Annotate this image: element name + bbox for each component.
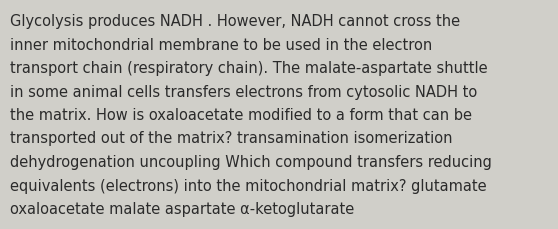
Text: dehydrogenation uncoupling Which compound transfers reducing: dehydrogenation uncoupling Which compoun… <box>10 154 492 169</box>
Text: transported out of the matrix? transamination isomerization: transported out of the matrix? transamin… <box>10 131 453 146</box>
Text: oxaloacetate malate aspartate α‑ketoglutarate: oxaloacetate malate aspartate α‑ketoglut… <box>10 201 354 216</box>
Text: Glycolysis produces NADH . However, NADH cannot cross the: Glycolysis produces NADH . However, NADH… <box>10 14 460 29</box>
Text: in some animal cells transfers electrons from cytosolic NADH to: in some animal cells transfers electrons… <box>10 84 477 99</box>
Text: equivalents (electrons) into the mitochondrial matrix? glutamate: equivalents (electrons) into the mitocho… <box>10 178 487 193</box>
Text: inner mitochondrial membrane to be used in the electron: inner mitochondrial membrane to be used … <box>10 37 432 52</box>
Text: transport chain (respiratory chain). The malate-aspartate shuttle: transport chain (respiratory chain). The… <box>10 61 488 76</box>
Text: the matrix. How is oxaloacetate modified to a form that can be: the matrix. How is oxaloacetate modified… <box>10 108 472 123</box>
